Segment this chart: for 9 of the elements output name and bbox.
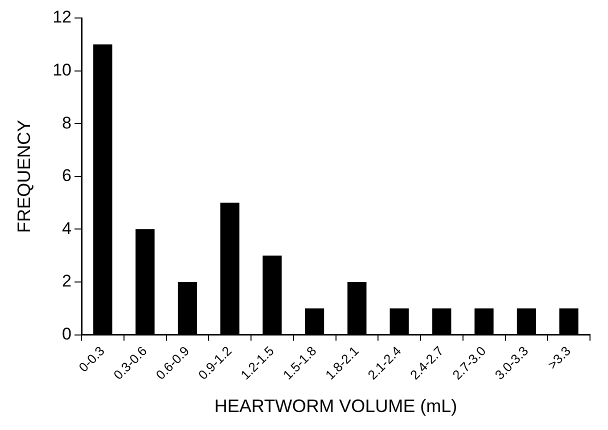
y-tick-label: 2 <box>62 272 72 291</box>
y-tick-label: 4 <box>62 218 72 238</box>
y-tick-label: 6 <box>62 166 72 186</box>
x-axis-title: HEARTWORM VOLUME (mL) <box>214 396 458 416</box>
y-tick-label: 10 <box>52 60 72 80</box>
y-axis-title: FREQUENCY <box>14 120 34 233</box>
y-tick-label: 12 <box>52 8 72 27</box>
y-tick-label: 0 <box>62 324 72 344</box>
y-tick-label: 8 <box>62 113 72 132</box>
